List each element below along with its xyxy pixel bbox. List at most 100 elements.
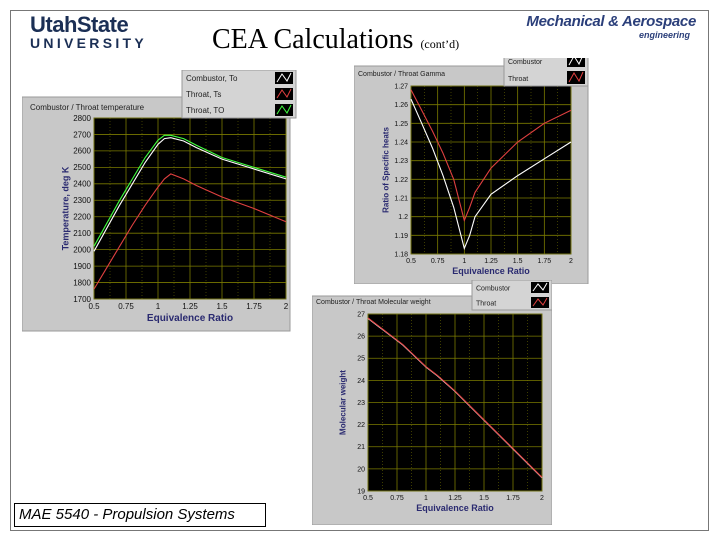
- legend-label: Throat: [508, 76, 528, 83]
- chart-title: Combustor / Throat temperature: [30, 103, 145, 112]
- y-tick-label: 1700: [73, 295, 91, 304]
- series-line-1: [93, 173, 287, 290]
- y-tick-label: 24: [357, 378, 365, 385]
- y-tick-label: 1.21: [394, 195, 408, 202]
- y-tick-label: 2100: [73, 229, 91, 238]
- y-tick-label: 2400: [73, 180, 91, 189]
- series-line-1: [410, 89, 572, 223]
- x-tick-label: 1: [156, 302, 161, 311]
- usu-logo-bottom: UNIVERSITY: [30, 35, 148, 51]
- y-tick-label: 27: [357, 311, 365, 318]
- y-axis-label: Ratio of Specific heats: [382, 127, 391, 213]
- y-tick-label: 19: [357, 488, 365, 495]
- legend-swatch-line: [568, 58, 583, 66]
- x-tick-label: 0.75: [118, 302, 134, 311]
- y-axis-label: Molecular weight: [339, 370, 348, 435]
- y-tick-label: 1.18: [394, 251, 408, 258]
- y-tick-label: 21: [357, 444, 365, 451]
- legend-swatch-line: [276, 88, 292, 99]
- y-tick-label: 2300: [73, 196, 91, 205]
- legend-label: Throat, Ts: [186, 90, 221, 99]
- x-tick-label: 0.5: [406, 258, 416, 265]
- y-tick-label: 20: [357, 466, 365, 473]
- y-tick-label: 2000: [73, 245, 91, 254]
- y-tick-label: 2800: [73, 114, 91, 123]
- temperature-chart: Combustor / Throat temperature 0.5 0.75 1 1.…: [22, 70, 297, 332]
- y-tick-label: 26: [357, 334, 365, 341]
- footer-course-label: MAE 5540 - Propulsion Systems: [14, 503, 266, 527]
- legend-swatch-line: [276, 72, 292, 83]
- y-tick-label: 1800: [73, 278, 91, 287]
- x-tick-label: 0.5: [88, 302, 100, 311]
- legend-label: Combustor: [508, 59, 543, 66]
- legend-swatch-line: [276, 104, 292, 115]
- legend-label: Combustor, To: [186, 74, 238, 83]
- x-tick-label: 1.5: [513, 258, 523, 265]
- mae-logo-top: Mechanical & Aerospace: [526, 13, 696, 30]
- x-tick-label: 0.5: [363, 495, 373, 502]
- y-tick-label: 1.24: [394, 139, 408, 146]
- slide-title-main: CEA Calculations: [212, 24, 414, 55]
- legend-swatch: [531, 297, 549, 308]
- x-tick-label: 1: [424, 495, 428, 502]
- series-line-0: [93, 137, 287, 252]
- x-tick-label: 1.25: [484, 258, 498, 265]
- x-tick-label: 1.25: [448, 495, 462, 502]
- x-axis-label: Equivalence Ratio: [452, 266, 530, 276]
- y-tick-label: 2700: [73, 130, 91, 139]
- legend-label: Combustor: [476, 286, 511, 293]
- usu-logo-top: UtahState: [30, 12, 129, 37]
- x-tick-label: 2: [540, 495, 544, 502]
- x-tick-label: 0.75: [431, 258, 445, 265]
- legend-swatch: [275, 104, 293, 116]
- x-tick-label: 0.75: [390, 495, 404, 502]
- y-tick-label: 1.26: [394, 102, 408, 109]
- y-tick-label: 1.27: [394, 83, 408, 90]
- x-axis-label: Equivalence Ratio: [147, 313, 233, 324]
- y-tick-label: 1.25: [394, 121, 408, 128]
- slide-frame: [10, 10, 709, 531]
- mae-logo-bottom: engineering: [638, 30, 690, 40]
- x-tick-label: 1.75: [538, 258, 552, 265]
- legend-swatch: [531, 282, 549, 293]
- y-tick-label: 1900: [73, 262, 91, 271]
- legend-swatch: [275, 72, 293, 84]
- slide-title-sub: (cont’d): [420, 37, 460, 51]
- x-tick-label: 1.75: [506, 495, 520, 502]
- y-tick-label: 25: [357, 356, 365, 363]
- x-tick-label: 1.5: [216, 302, 228, 311]
- x-axis-label: Equivalence Ratio: [416, 503, 494, 513]
- series-line-2: [93, 134, 287, 247]
- y-tick-label: 1.22: [394, 177, 408, 184]
- x-tick-label: 1.5: [479, 495, 489, 502]
- legend-swatch-line: [532, 297, 548, 307]
- usu-logo: UtahState UNIVERSITY: [30, 12, 152, 51]
- x-tick-label: 1.75: [246, 302, 262, 311]
- series-line-0: [410, 98, 572, 251]
- y-tick-label: 2600: [73, 147, 91, 156]
- y-tick-label: 1.19: [394, 233, 408, 240]
- y-tick-label: 2500: [73, 163, 91, 172]
- x-tick-label: 2: [284, 302, 289, 311]
- slide-title: CEA Calculations (cont’d): [212, 24, 459, 56]
- x-tick-label: 1: [462, 258, 466, 265]
- y-tick-label: 1.2: [398, 214, 408, 221]
- y-tick-label: 2200: [73, 213, 91, 222]
- legend-swatch: [275, 88, 293, 100]
- x-tick-label: 1.25: [182, 302, 198, 311]
- y-axis-label: Temperature, deg K: [60, 166, 70, 250]
- x-tick-label: 2: [569, 258, 573, 265]
- mae-logo: Mechanical & Aerospace engineering: [466, 13, 696, 41]
- y-tick-label: 23: [357, 400, 365, 407]
- gamma-chart: Combustor / Throat Gamma 0.5 0.75 1 1.25 1.5 1…: [354, 58, 589, 284]
- legend-swatch: [567, 71, 585, 84]
- legend-label: Throat, TO: [186, 106, 224, 115]
- legend-swatch-line: [568, 71, 584, 83]
- chart-title: Combustor / Throat Gamma: [358, 71, 445, 78]
- y-tick-label: 22: [357, 422, 365, 429]
- chart-title: Combustor / Throat Molecular weight: [316, 299, 431, 306]
- legend-swatch-line: [532, 282, 548, 292]
- series-line-1: [367, 317, 543, 478]
- y-tick-label: 1.23: [394, 158, 408, 165]
- molecular-weight-chart: Combustor / Throat Molecular weight 0.5 0.…: [312, 280, 552, 525]
